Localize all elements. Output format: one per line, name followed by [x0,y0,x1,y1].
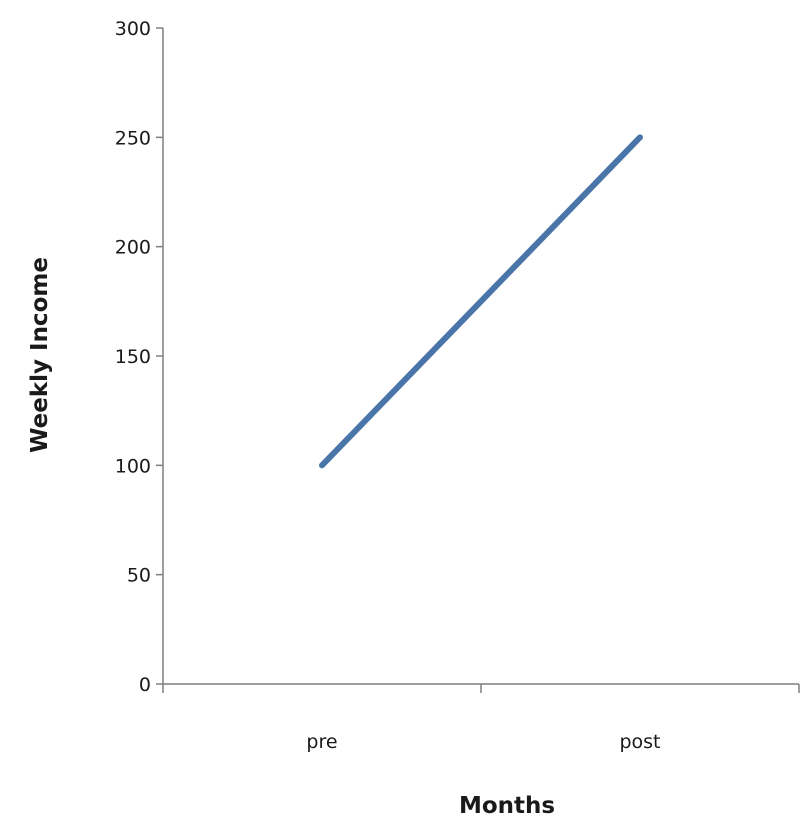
y-tick-label: 50 [127,565,151,587]
y-tick-label: 200 [115,237,151,259]
y-ticks: 0 50 100 150 200 250 300 [115,18,163,696]
y-tick-label: 0 [139,674,151,696]
y-tick-label: 250 [115,127,151,149]
y-axis-title: Weekly Income [27,257,53,453]
series-group [319,134,643,469]
x-tick-label: pre [306,731,337,753]
y-tick-label: 100 [115,455,151,477]
x-tick-label: post [619,731,660,753]
series-line [319,134,643,469]
y-tick-label: 300 [115,18,151,40]
x-axis-title: Months [459,793,555,819]
x-ticks: pre post [162,684,800,753]
y-tick-label: 150 [115,346,151,368]
